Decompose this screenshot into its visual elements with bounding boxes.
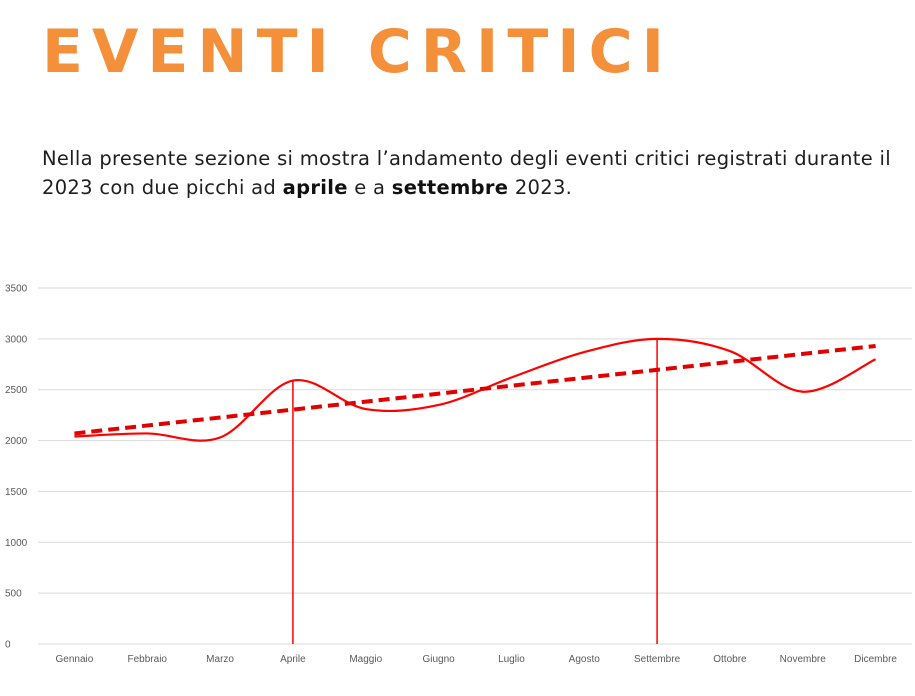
y-tick-label-0: 0	[5, 640, 11, 651]
description-text: Nella presente sezione si mostra l’andam…	[42, 144, 902, 202]
x-tick-label-aprile: Aprile	[280, 654, 306, 665]
trend-line	[74, 343, 876, 436]
x-tick-label-settembre: Settembre	[634, 654, 681, 665]
x-tick-label-maggio: Maggio	[349, 654, 382, 665]
x-tick-label-ottobre: Ottobre	[713, 654, 747, 665]
critical-events-chart: 0 500 1000 1500 2000 2500 3000 3500 Gennaio Febbr…	[5, 284, 912, 665]
y-tick-label-2500: 2500	[5, 385, 28, 396]
page-title: EVENTI CRITICI	[42, 17, 673, 87]
x-tick-label-novembre: Novembre	[780, 654, 827, 665]
x-tick-label-gennaio: Gennaio	[56, 654, 94, 665]
x-tick-label-agosto: Agosto	[569, 654, 601, 665]
x-tick-label-luglio: Luglio	[498, 654, 525, 665]
highlight-aprile: aprile	[282, 176, 348, 199]
x-tick-label-dicembre: Dicembre	[854, 654, 897, 665]
x-tick-label-marzo: Marzo	[206, 654, 234, 665]
x-tick-label-giugno: Giugno	[422, 654, 455, 665]
description-part-2: e a	[347, 176, 392, 199]
series-line-eventi-critici	[74, 337, 877, 442]
highlight-settembre: settembre	[391, 176, 509, 199]
y-tick-label-1500: 1500	[5, 487, 28, 498]
description-part-3: 2023.	[508, 176, 573, 199]
y-tick-label-500: 500	[5, 589, 22, 600]
x-tick-label-febbraio: Febbraio	[128, 654, 168, 665]
description-part-1: Nella presente sezione si mostra l’andam…	[42, 147, 891, 199]
y-tick-label-2000: 2000	[5, 436, 28, 447]
y-tick-label-3500: 3500	[5, 284, 28, 295]
y-tick-label-1000: 1000	[5, 538, 28, 549]
y-tick-label-3000: 3000	[5, 334, 28, 345]
